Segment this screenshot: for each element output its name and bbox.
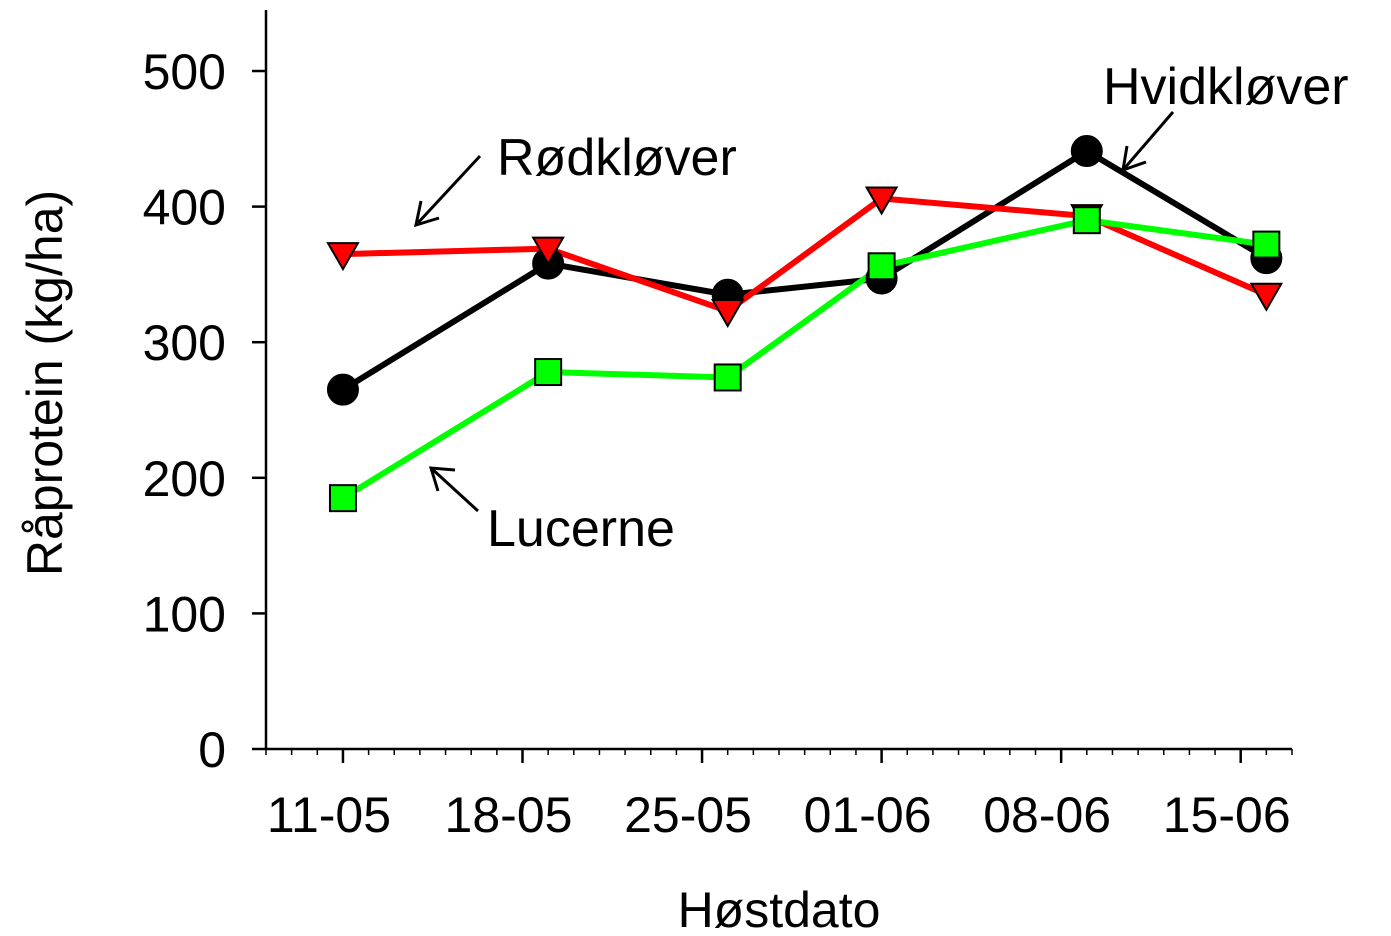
data-point-rodklover xyxy=(710,299,745,329)
data-point-lucerne xyxy=(534,358,563,387)
plot-area: 0 100 200 300 400 500 11-05 18-05 25-05 01-06 08-… xyxy=(143,10,1293,843)
data-point-rodklover xyxy=(864,186,899,216)
data-point-lucerne xyxy=(1072,206,1101,235)
x-axis-title: Høstdato xyxy=(678,882,881,936)
series-line-hvidklover xyxy=(341,148,1268,393)
series-lines xyxy=(341,148,1268,501)
data-point-rodklover xyxy=(1249,282,1284,312)
data-point-lucerne xyxy=(328,484,357,513)
annotation-rodklover-label: Rødkløver xyxy=(497,129,737,187)
annotation-hvidklover-arrow-icon xyxy=(1121,111,1175,173)
data-point-hvidklover xyxy=(1070,135,1103,168)
annotation-rodklover-arrow-icon xyxy=(414,154,482,228)
x-tick-label: 01-06 xyxy=(804,787,932,843)
data-point-lucerne xyxy=(713,363,742,392)
series-line-lucerne xyxy=(341,217,1267,501)
data-point-hvidklover xyxy=(326,373,359,406)
data-point-rodklover xyxy=(531,236,565,266)
y-tick-label: 300 xyxy=(143,315,226,371)
x-ticks: 11-05 18-05 25-05 01-06 08-06 15-06 xyxy=(265,749,1293,843)
data-point-lucerne xyxy=(867,252,896,281)
data-point-rodklover xyxy=(326,242,360,272)
series-line-rodklover xyxy=(342,195,1268,315)
annotation-lucerne-arrow-icon xyxy=(428,466,480,513)
x-tick-label: 08-06 xyxy=(983,787,1111,843)
y-tick-label: 200 xyxy=(143,451,226,507)
x-tick-label: 18-05 xyxy=(445,787,573,843)
annotation-lucerne-label: Lucerne xyxy=(487,500,675,558)
y-tick-label: 0 xyxy=(198,722,226,778)
series-markers xyxy=(326,135,1284,513)
y-ticks: 0 100 200 300 400 500 xyxy=(143,44,266,778)
y-axis-title: Råprotein (kg/ha) xyxy=(17,190,73,576)
data-point-lucerne xyxy=(1252,230,1281,259)
annotation-lucerne: Lucerne xyxy=(428,466,675,558)
y-tick-label: 500 xyxy=(143,44,226,100)
annotation-rodklover: Rødkløver xyxy=(414,129,737,228)
annotation-hvidklover: Hvidkløver xyxy=(1103,58,1349,173)
x-tick-label: 15-06 xyxy=(1163,787,1291,843)
y-tick-label: 100 xyxy=(143,586,226,642)
x-tick-label: 25-05 xyxy=(624,787,752,843)
y-tick-label: 400 xyxy=(143,180,226,236)
annotation-hvidklover-label: Hvidkløver xyxy=(1103,58,1349,116)
x-tick-label: 11-05 xyxy=(267,787,391,843)
